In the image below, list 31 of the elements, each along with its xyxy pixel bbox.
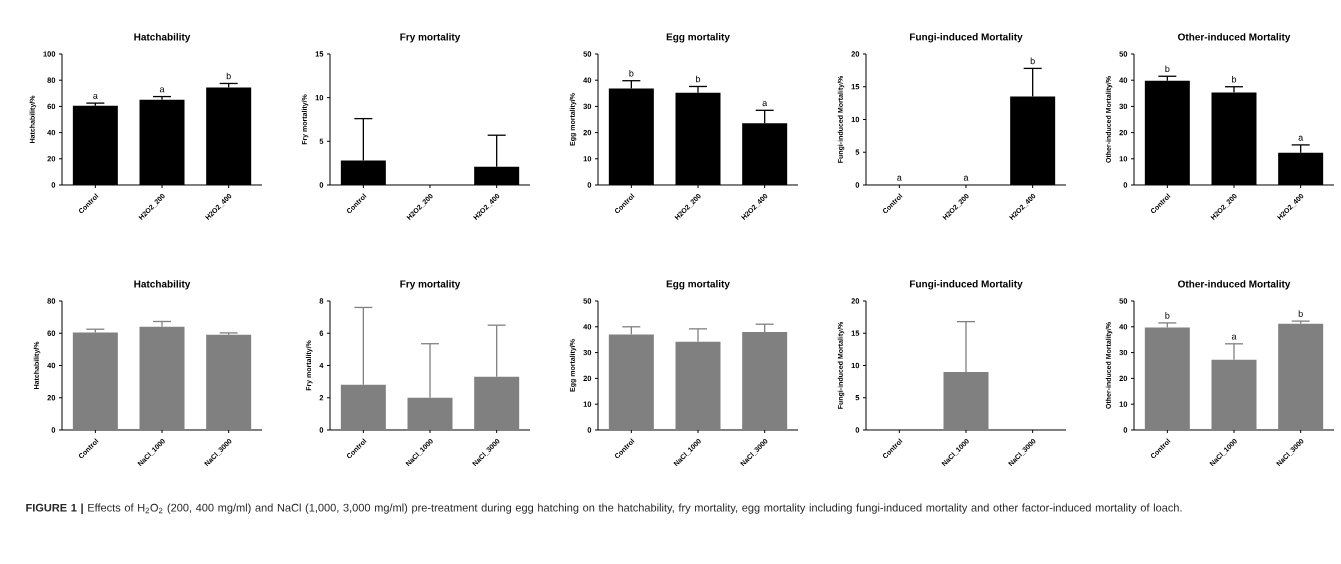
chart-title: Fungi-induced Mortality bbox=[910, 33, 1023, 43]
bar bbox=[1144, 327, 1190, 430]
bar bbox=[139, 326, 185, 430]
annotation: a bbox=[897, 175, 902, 181]
bar bbox=[1278, 323, 1324, 430]
annotation: b bbox=[696, 75, 701, 83]
chart-title: Hatchability bbox=[134, 33, 191, 43]
bar bbox=[72, 332, 118, 430]
chart-title: Other-induced Mortality bbox=[1178, 33, 1291, 43]
annotation: b bbox=[1165, 65, 1170, 73]
annotation: b bbox=[629, 69, 634, 77]
chart-title: Fungi-induced Mortality bbox=[910, 280, 1023, 290]
chart-title: Other-induced Mortality bbox=[1178, 280, 1291, 290]
bar bbox=[206, 334, 252, 430]
annotation: a bbox=[963, 175, 969, 181]
annotation: b bbox=[226, 72, 231, 80]
chart-title: Egg mortality bbox=[666, 280, 730, 290]
text: FIGURE 1 | Effects of H$_{2}$O$_{2}$ (200, 400 mg/ml) and NaCl (1,000, 3,000 mg/ml) pre-treatment during egg hatching on the hatchability, fry mortality, egg mortality including fungi-induced mortality and other factor-induced mortality of loach. bbox=[26, 503, 1182, 514]
annotation: a bbox=[159, 87, 165, 93]
annotation: a bbox=[762, 101, 768, 107]
chart-title: Egg mortality bbox=[666, 33, 730, 43]
chart-title: Fry mortality bbox=[400, 280, 461, 290]
annotation: b bbox=[1165, 312, 1170, 319]
annotation: b bbox=[1298, 310, 1303, 317]
chart-title: Fry mortality bbox=[400, 33, 461, 43]
annotation: a bbox=[1298, 135, 1304, 141]
annotation: b bbox=[1232, 75, 1237, 83]
annotation: a bbox=[1231, 334, 1237, 340]
chart-title: Hatchability bbox=[134, 280, 191, 290]
annotation: a bbox=[93, 93, 98, 99]
annotation: b bbox=[1030, 57, 1035, 65]
